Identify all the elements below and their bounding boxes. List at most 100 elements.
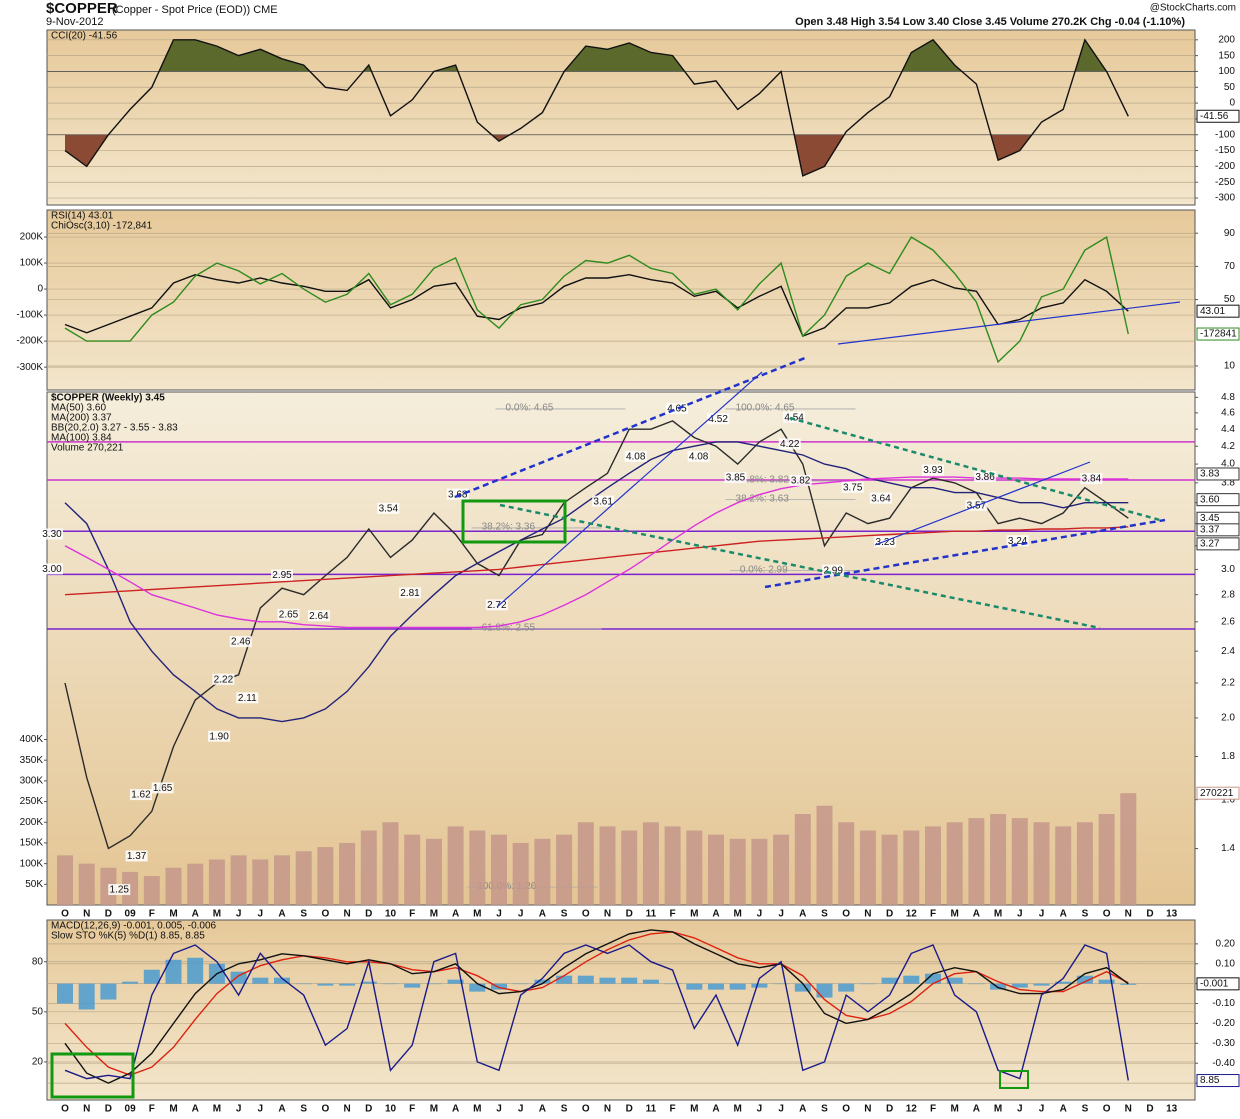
y-tick-label: -0.10 [1212, 998, 1235, 1009]
bar [990, 813, 1007, 905]
value-box [1196, 1074, 1240, 1088]
x-tick-label: S [821, 909, 828, 920]
annotation-bg [271, 569, 293, 581]
annotation-bg [783, 411, 806, 423]
annotation-bg [687, 450, 710, 462]
series-line [64, 476, 1129, 629]
bar [859, 830, 876, 905]
x-tick-label: A [539, 1104, 546, 1115]
bar [816, 983, 833, 998]
y-tick-label: -0.20 [1212, 1018, 1235, 1029]
x-tick-label: A [452, 909, 459, 920]
annotation: 4.08 [689, 451, 709, 462]
value-box [1196, 977, 1240, 991]
annotation: 3.93 [923, 465, 943, 476]
bar [838, 822, 855, 905]
y-tick-label: -200 [1215, 161, 1235, 172]
y-tick-label: 50 [1224, 82, 1236, 93]
x-tick-label: J [258, 909, 264, 920]
bar [339, 842, 356, 905]
bar [729, 838, 746, 905]
annotation: 3.75 [843, 482, 863, 493]
annotation: 2.46 [231, 637, 251, 648]
y-tick-label: 400K [20, 734, 44, 745]
bar [664, 983, 681, 985]
legend-entry: CCI(20) -41.56 [51, 31, 118, 42]
y-tick-label: 200K [20, 817, 44, 828]
fib-label: 38.2%: 3.36 [482, 522, 536, 533]
value-box [1196, 304, 1240, 318]
x-tick-label: A [973, 1104, 980, 1115]
y-tick-label: 200 [1218, 34, 1235, 45]
x-tick-label: S [821, 1104, 828, 1115]
annotation: 1.62 [131, 790, 151, 801]
x-tick-label: O [582, 909, 590, 920]
bar [165, 867, 182, 905]
bar [708, 834, 724, 905]
bar [1098, 979, 1115, 984]
legend-entry: MA(100) 3.84 [51, 433, 112, 444]
x-tick-label: O [61, 909, 69, 920]
value-box-label: 43.01 [1200, 306, 1225, 317]
y-tick-label: 4.2 [1221, 441, 1235, 452]
annotation-bg [377, 502, 400, 514]
x-tick-label: O [322, 909, 330, 920]
x-tick-label: N [864, 909, 871, 920]
x-tick-label: O [322, 1104, 330, 1115]
x-tick-label: J [1039, 909, 1045, 920]
value-box-label: -41.56 [1200, 111, 1229, 122]
bar [642, 979, 659, 984]
bar [773, 834, 790, 905]
x-tick-label: M [951, 1104, 959, 1115]
annotation: 2.99 [823, 565, 843, 576]
x-tick-label: J [757, 909, 763, 920]
value-box-label: 3.45 [1200, 513, 1220, 524]
annotation: 3.84 [1082, 474, 1102, 485]
x-tick-label: F [930, 1104, 936, 1115]
bar [534, 979, 551, 984]
trendline [764, 518, 1166, 589]
x-tick-label: F [670, 909, 676, 920]
annotation-bg [229, 636, 252, 648]
x-tick-label: J [757, 1104, 763, 1115]
bar [57, 983, 73, 1004]
annotation: 4.52 [708, 414, 728, 425]
annotation-bg [307, 610, 330, 622]
y-tick-label: -250 [1215, 177, 1235, 188]
bar [642, 822, 659, 905]
bar [751, 838, 768, 905]
bar [1120, 793, 1137, 905]
annotation: 4.54 [784, 412, 804, 423]
series-line [64, 38, 1129, 177]
annotation-bg [236, 692, 259, 704]
bar [751, 983, 768, 988]
legend-entry: ChiOsc(3,10) -172,841 [51, 221, 153, 232]
bar [165, 959, 182, 984]
fib-label: 100.0%: 4.65 [736, 403, 795, 414]
value-box [1196, 786, 1240, 800]
y-tick-label: 4.6 [1221, 408, 1235, 419]
x-tick-label: M [951, 909, 959, 920]
annotation-bg [974, 471, 997, 483]
y-tick-label: 3.8 [1221, 477, 1235, 488]
trendlines [50, 301, 1181, 1099]
annotation-bg [208, 730, 231, 742]
fib-label: 61.8%: 2.55 [482, 623, 536, 634]
bar [404, 983, 421, 988]
x-tick-label: S [1082, 909, 1089, 920]
x-tick-label: A [712, 909, 719, 920]
annotation-bg [789, 474, 812, 486]
value-box-label: 270221 [1200, 788, 1234, 799]
x-tick-label: N [343, 1104, 350, 1115]
annotation-bg [707, 413, 730, 425]
value-box [1196, 467, 1240, 481]
x-tick-label: J [778, 1104, 784, 1115]
annotation-bg [125, 850, 148, 862]
y-tick-label: 350K [20, 755, 44, 766]
annotation-bg [624, 450, 647, 462]
x-tick-label: N [83, 1104, 90, 1115]
y-tick-label: -0.30 [1212, 1038, 1235, 1049]
x-tick-label: M [213, 909, 221, 920]
series-line [64, 273, 1129, 337]
x-tick-label: F [149, 909, 155, 920]
